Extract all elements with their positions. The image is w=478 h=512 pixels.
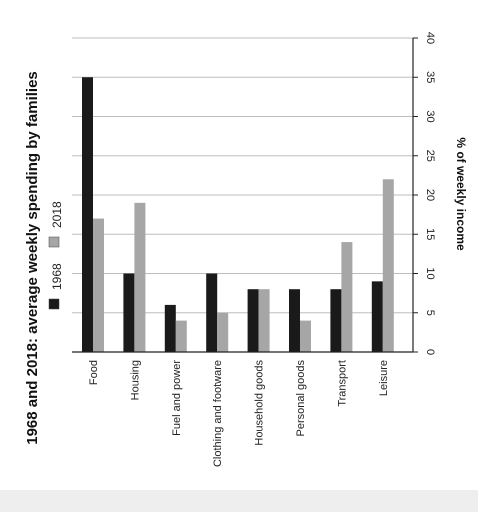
bar-1968-4: [247, 289, 259, 352]
tick-label: 25: [424, 150, 436, 162]
bar-2018-7: [382, 179, 394, 352]
tick-label: 15: [424, 228, 436, 240]
bar-chart: 0 5 10 15 20 25 30 35 40 Food Housing Fuel and pow…: [24, 32, 468, 468]
category-label: Clothing and footware: [212, 360, 224, 467]
bar-2018-4: [258, 289, 270, 352]
bar-2018-2: [175, 320, 187, 352]
legend-label-1968: 1968: [50, 263, 64, 290]
value-axis-label: % of weekly income: [454, 137, 468, 251]
bar-2018-5: [300, 320, 311, 352]
tick-label: 20: [424, 189, 436, 201]
bar-1968-6: [330, 289, 342, 352]
chart-canvas: 0 5 10 15 20 25 30 35 40 Food Housing Fuel and pow…: [24, 31, 468, 468]
bar-1968-5: [289, 289, 300, 352]
category-label: Household goods: [254, 360, 266, 446]
bar-2018-6: [341, 242, 353, 352]
legend-swatch-1968: [48, 298, 60, 310]
category-label: Housing: [129, 360, 141, 400]
category-label: Food: [88, 360, 100, 385]
tick-label: 5: [424, 310, 436, 316]
tick-label: 35: [424, 71, 436, 83]
value-axis: 0 5 10 15 20 25 30 35 40: [72, 32, 436, 355]
category-labels: Food Housing Fuel and power Clothing and fo…: [88, 360, 390, 468]
bar-1968-3: [206, 273, 218, 352]
tick-label: 10: [424, 267, 436, 279]
category-label: Leisure: [378, 360, 390, 396]
tick-label: 0: [424, 349, 436, 355]
chart-title: 1968 and 2018: average weekly spending b…: [24, 71, 41, 445]
gridlines: [72, 37, 413, 314]
bar-1968-2: [164, 304, 176, 352]
category-label: Fuel and power: [171, 360, 183, 436]
bar-2018-0: [93, 218, 104, 352]
bar-1968-0: [82, 77, 93, 352]
category-label: Transport: [336, 360, 348, 407]
page-footer-strip: [0, 490, 478, 512]
tick-label: 30: [424, 110, 436, 122]
legend: 1968 2018: [48, 201, 64, 310]
legend-label-2018: 2018: [50, 201, 64, 228]
bar-2018-1: [134, 202, 146, 352]
tick-label: 40: [424, 32, 436, 44]
bar-1968-1: [123, 273, 135, 352]
bars-group: [82, 77, 394, 352]
legend-swatch-2018: [48, 236, 60, 248]
category-label: Personal goods: [295, 360, 307, 437]
bar-2018-3: [217, 312, 229, 352]
bar-1968-7: [371, 281, 383, 352]
